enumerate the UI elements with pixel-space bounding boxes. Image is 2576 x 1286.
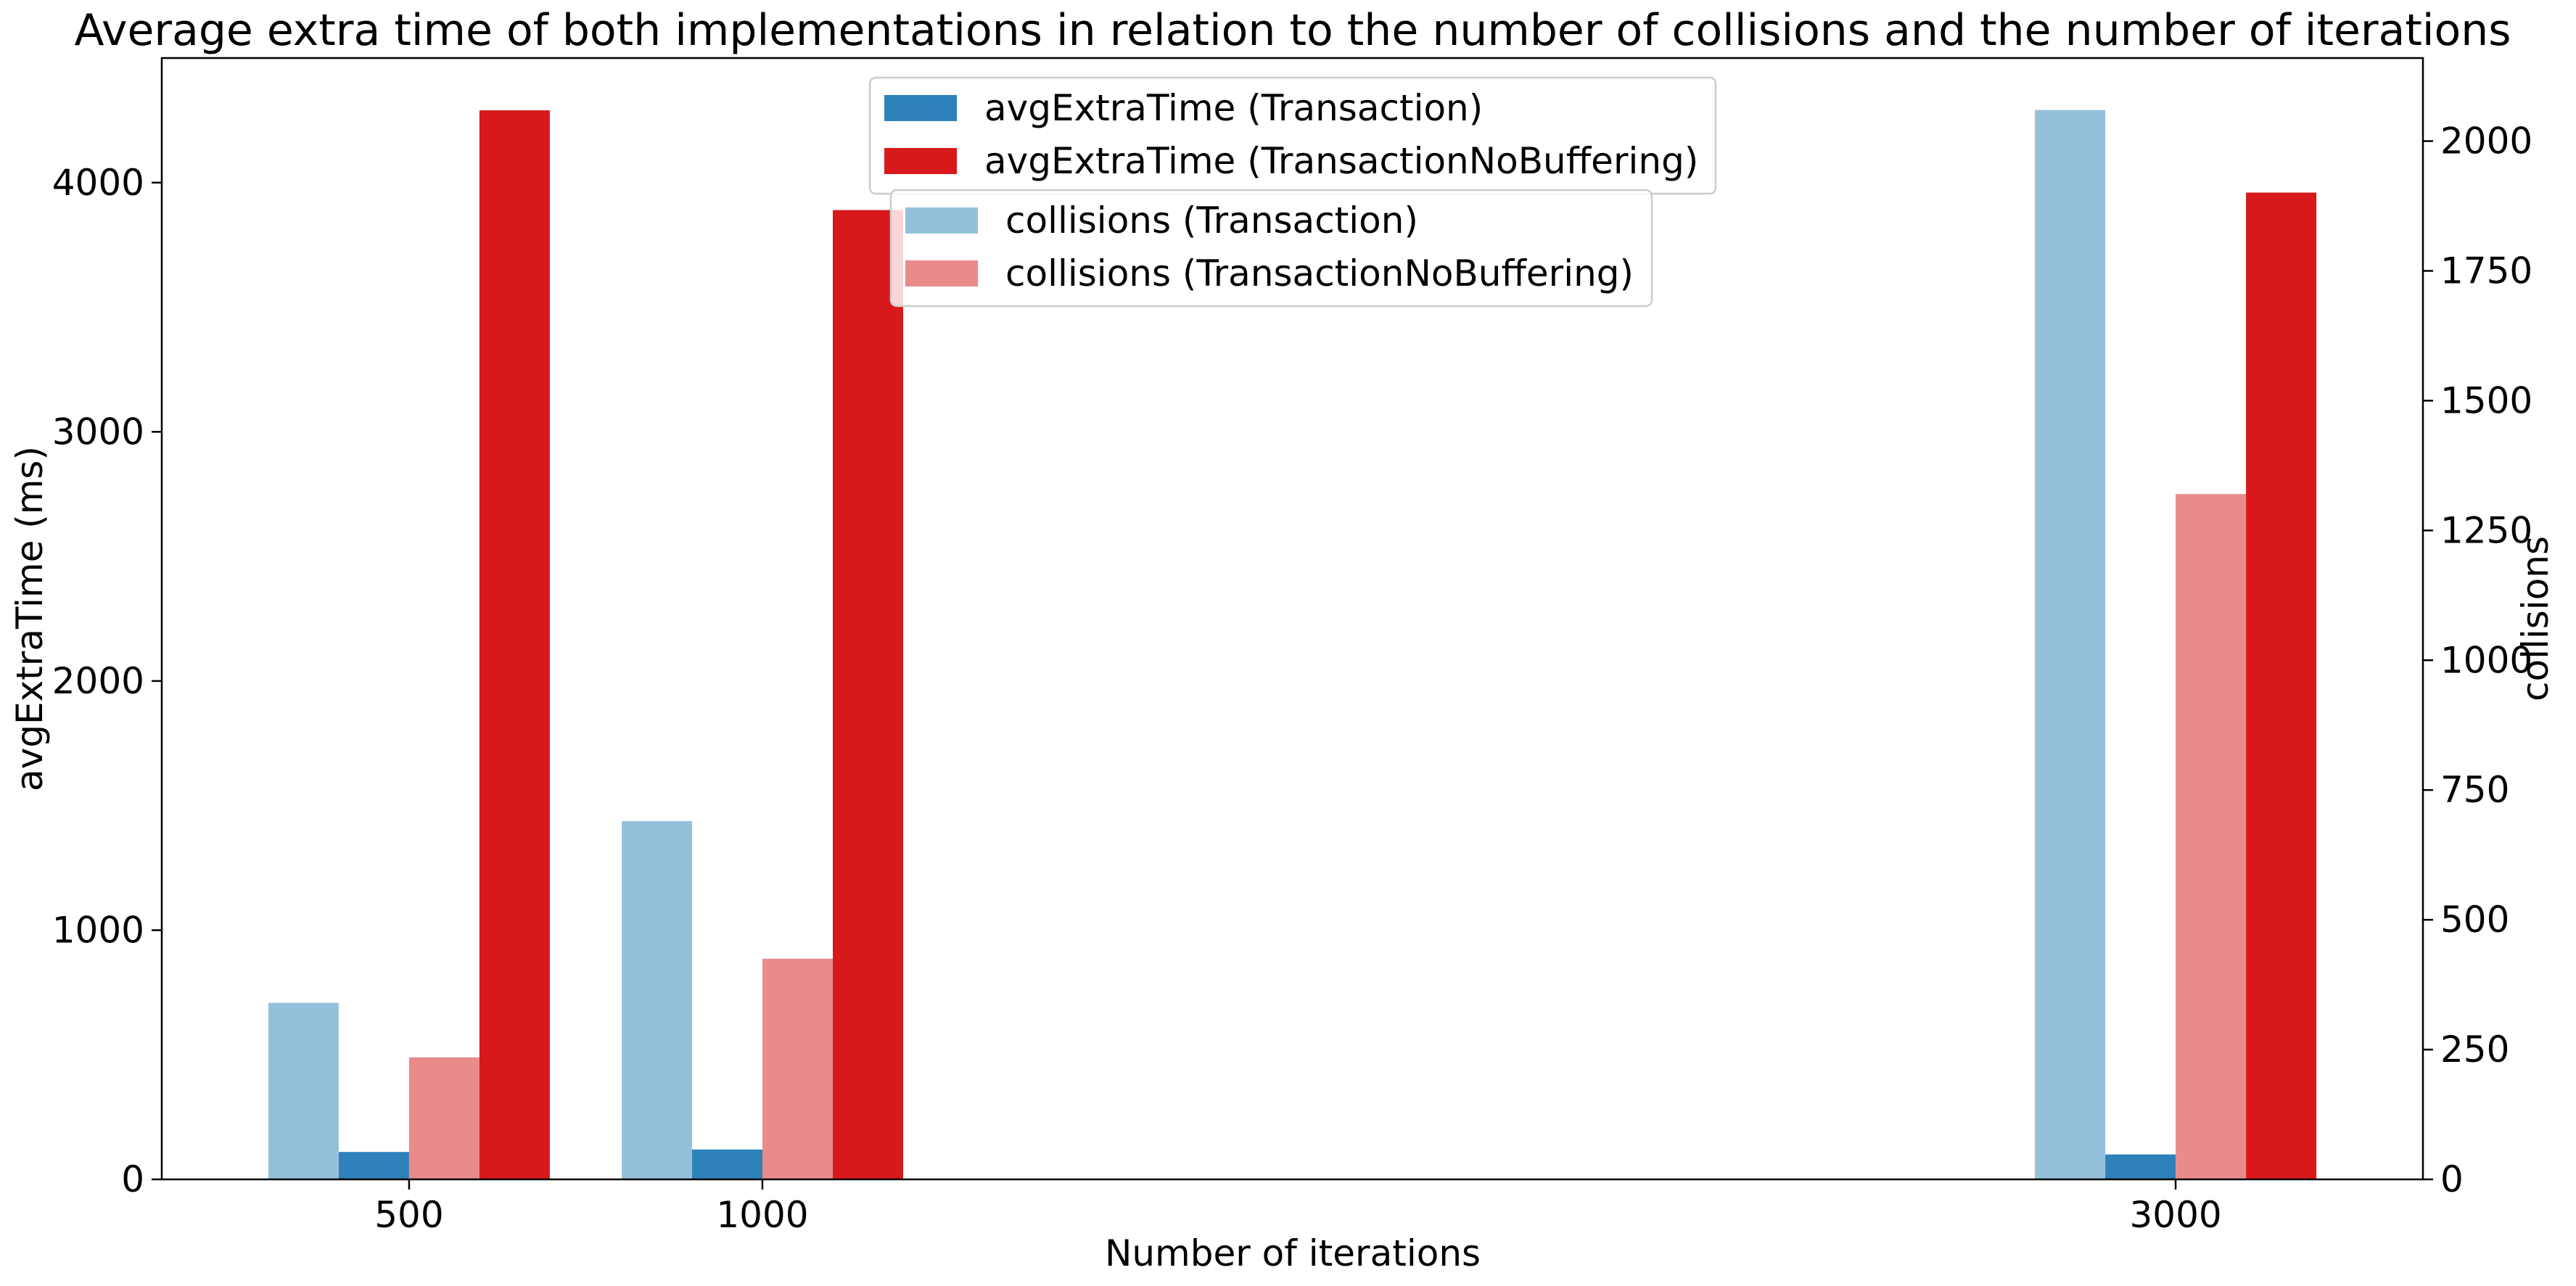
- legend-entry-label: collisions (Transaction): [1005, 199, 1418, 242]
- chart-title: Average extra time of both implementatio…: [74, 5, 2511, 56]
- x-axis-label: Number of iterations: [1105, 1232, 1481, 1274]
- y-tick-label: 4000: [52, 162, 144, 204]
- y2-tick-label: 500: [2440, 899, 2509, 941]
- y2-tick-label: 1750: [2440, 250, 2532, 292]
- bar-collisions-transactionnobuffering-1000: [762, 958, 833, 1179]
- y2-tick-label: 1000: [2440, 639, 2532, 681]
- legend-box: [889, 189, 1653, 308]
- legend-swatch: [884, 148, 957, 174]
- bar-avgextratime-transaction-1000: [692, 1149, 762, 1179]
- y2-tick-label: 1500: [2440, 379, 2532, 421]
- y-tick-label: 0: [121, 1158, 144, 1200]
- bar-collisions-transactionnobuffering-3000: [2176, 494, 2247, 1179]
- y-axis-label: avgExtraTime (ms): [9, 446, 51, 791]
- y2-axis-label: collisions: [2514, 536, 2556, 701]
- x-tick-label: 1000: [716, 1194, 808, 1236]
- y2-tick-label: 750: [2440, 769, 2509, 811]
- bar-avgextratime-transactionnobuffering-1000: [833, 210, 903, 1180]
- bar-avgextratime-transaction-3000: [2105, 1154, 2176, 1179]
- bar-collisions-transaction-1000: [622, 821, 692, 1179]
- y-tick-label: 1000: [52, 909, 144, 951]
- bar-avgextratime-transactionnobuffering-500: [479, 110, 550, 1180]
- bar-collisions-transaction-3000: [2035, 110, 2106, 1180]
- y-tick-label: 2000: [52, 660, 144, 702]
- plot-frame: [160, 57, 2424, 1181]
- y-tick-label: 3000: [52, 411, 144, 453]
- bar-avgextratime-transactionnobuffering-3000: [2246, 192, 2317, 1179]
- legend-swatch: [884, 95, 957, 121]
- x-tick-label: 500: [374, 1194, 443, 1236]
- y2-tick-label: 2000: [2440, 120, 2532, 162]
- x-tick-label: 3000: [2129, 1194, 2221, 1236]
- legend-swatch: [905, 207, 978, 234]
- bars-layer: [268, 110, 2317, 1180]
- y2-tick-label: 250: [2440, 1029, 2509, 1071]
- legend-swatch: [905, 260, 978, 287]
- legends-layer: avgExtraTime (Transaction) avgExtraTime (…: [868, 76, 1717, 308]
- legend-entry-label: collisions (TransactionNoBuffering): [1005, 252, 1634, 294]
- bar-collisions-transactionnobuffering-500: [408, 1057, 480, 1179]
- y2-tick-label: 1250: [2440, 509, 2532, 551]
- y2-tick-label: 0: [2440, 1158, 2464, 1200]
- bar-avgextratime-transaction-500: [338, 1152, 409, 1179]
- legend-entry-label: avgExtraTime (Transaction): [984, 87, 1483, 129]
- axes-layer: 500 1000 3000 0 1000 2000 3000 4000 0 250 500 750 10…: [52, 120, 2533, 1236]
- bar-collisions-transaction-500: [268, 1002, 339, 1179]
- legend-entry-label: avgExtraTime (TransactionNoBuffering): [984, 140, 1698, 182]
